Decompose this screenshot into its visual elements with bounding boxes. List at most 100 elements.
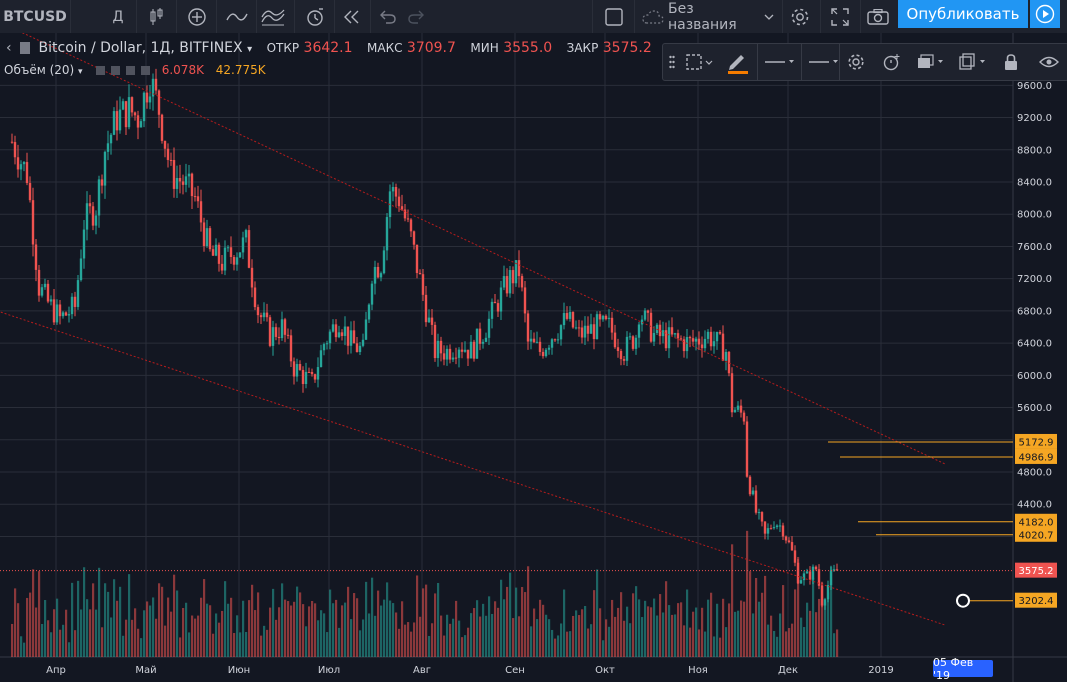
trend-line (21, 33, 946, 465)
volume-bar (386, 582, 389, 657)
volume-bar (416, 575, 419, 657)
gear-icon[interactable] (784, 0, 816, 33)
candle-body (283, 319, 287, 335)
candle-body (577, 327, 581, 329)
close-icon[interactable] (126, 66, 136, 75)
pencil-icon[interactable] (719, 44, 757, 80)
volume-bar (230, 597, 233, 657)
candle-body (196, 196, 200, 202)
candle-body (595, 314, 599, 340)
price-chart[interactable]: 9600.0 9200.0 8800.0 8400.0 8000.0 7600.0 7200… (0, 33, 1067, 682)
candle-body (559, 325, 563, 340)
candle-body (46, 283, 50, 302)
candle-body (799, 580, 803, 584)
candle-body (772, 527, 776, 529)
volume-bar (23, 642, 26, 657)
publish-button[interactable]: Опубликовать (898, 0, 1028, 28)
redo-icon[interactable] (402, 0, 430, 33)
volume-label[interactable]: Объём (20) (4, 63, 75, 77)
volume-bar (779, 613, 782, 657)
line-width-icon[interactable] (803, 44, 843, 80)
x-tick-label: Июн (228, 665, 250, 676)
undo-icon[interactable] (374, 0, 402, 33)
level-price-label: 3202.4 (1019, 596, 1054, 607)
volume-bar (581, 609, 584, 657)
select-icon[interactable] (681, 44, 717, 80)
last-price-tag (1015, 562, 1057, 578)
candle-body (802, 573, 806, 581)
volume-bar (134, 608, 137, 657)
volume-ma-value: 42.775K (215, 63, 266, 77)
volume-bar (146, 601, 149, 657)
candle-body (97, 179, 101, 216)
candle-body (502, 276, 506, 288)
candle-body (73, 296, 77, 307)
chevron-down-icon[interactable]: ▾ (78, 67, 83, 77)
line-style-icon[interactable] (759, 44, 799, 80)
indicator-icon[interactable] (222, 0, 252, 33)
candle-body (169, 159, 173, 161)
volume-bar (278, 607, 281, 657)
volume-bar (596, 569, 599, 657)
candle-body (568, 311, 572, 319)
candle-body (160, 114, 164, 141)
layers-icon[interactable] (911, 44, 951, 80)
candle-body (508, 270, 512, 294)
layout-icon[interactable] (598, 0, 630, 33)
level-price-label: 4020.7 (1019, 530, 1054, 541)
volume-bar (488, 596, 491, 657)
plus-circle-icon[interactable] (182, 0, 212, 33)
lock-icon[interactable] (995, 44, 1027, 80)
chevron-down-icon[interactable]: ▾ (247, 44, 253, 55)
volume-bar (632, 593, 635, 657)
layout-name[interactable]: Без названия (668, 0, 737, 33)
candle-body (175, 178, 179, 189)
symbol-search[interactable]: BTCUSD (3, 8, 67, 25)
candle-body (589, 324, 593, 334)
volume-bar (353, 593, 356, 657)
interval-button[interactable]: Д (112, 8, 124, 25)
chevron-down-icon[interactable] (760, 0, 778, 33)
collapse-icon[interactable]: ‹ (6, 40, 12, 56)
candle-body (670, 327, 674, 335)
candle-body (361, 339, 365, 346)
alert-plus-icon[interactable] (875, 44, 909, 80)
volume-bar (695, 607, 698, 657)
high-label: МАКС (367, 41, 403, 55)
rewind-icon[interactable] (338, 0, 366, 33)
clone-icon[interactable] (953, 44, 993, 80)
more-icon[interactable] (140, 66, 150, 75)
drag-handle-icon[interactable] (663, 44, 681, 80)
candle-body (442, 353, 446, 360)
volume-bar (32, 569, 35, 657)
y-tick-label: 8800.0 (1017, 145, 1052, 156)
volume-bar (671, 614, 674, 657)
eye-icon[interactable] (96, 66, 106, 75)
volume-bar (212, 633, 215, 657)
gear-icon[interactable] (839, 44, 873, 80)
gear-icon[interactable] (111, 66, 121, 75)
candle-body (172, 160, 176, 189)
volume-bar (344, 602, 347, 657)
candle-body (781, 525, 785, 537)
candle-body (94, 215, 98, 226)
candle-body (832, 569, 836, 571)
candle-body (322, 344, 326, 351)
candle-body (478, 328, 482, 344)
candle-body (835, 569, 839, 571)
eye-icon[interactable] (1031, 44, 1067, 80)
templates-icon[interactable] (258, 0, 288, 33)
candle-body (571, 311, 575, 328)
candles-icon[interactable] (140, 0, 172, 33)
fullscreen-icon[interactable] (824, 0, 856, 33)
alert-icon[interactable] (300, 0, 330, 33)
candle-body (610, 317, 614, 333)
volume-bar (329, 589, 332, 657)
play-icon[interactable] (1030, 0, 1060, 28)
symbol-title[interactable]: Bitcoin / Dollar, 1Д, BITFINEX (38, 40, 243, 56)
volume-bar (767, 624, 770, 657)
camera-icon[interactable] (862, 0, 894, 33)
candle-body (484, 337, 488, 342)
candle-body (475, 328, 479, 359)
candle-body (451, 357, 455, 360)
